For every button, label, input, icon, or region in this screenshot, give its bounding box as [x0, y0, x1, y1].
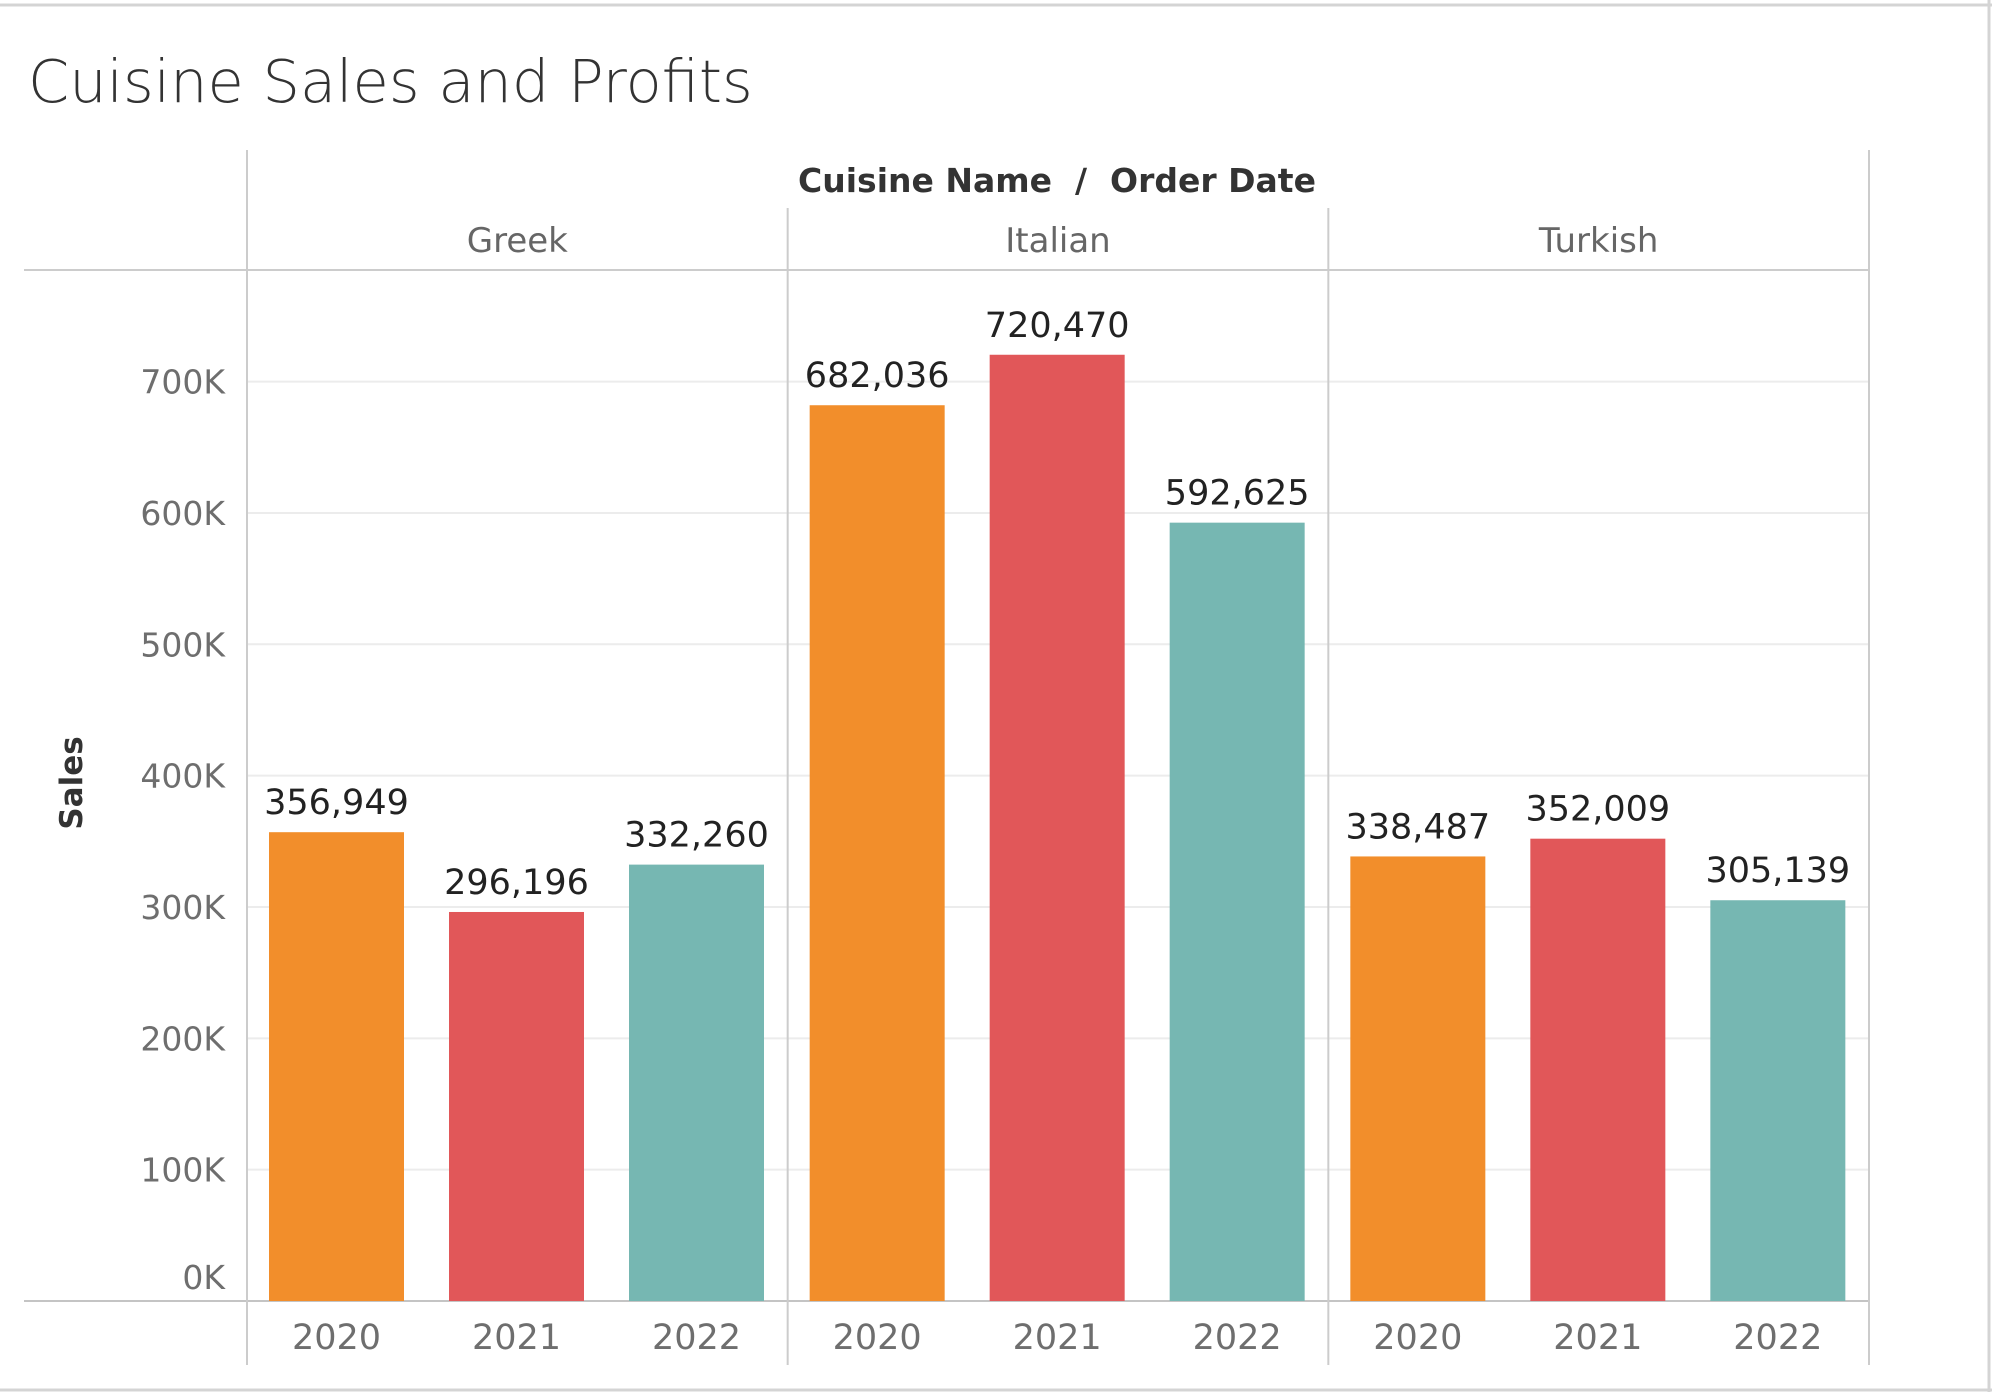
x-tick-label: 2022 — [1733, 1318, 1822, 1358]
bar-italian-2021[interactable] — [989, 354, 1125, 1301]
pane-italian: Italian 682,036 2020 720,470 2021 592,625 2022 — [805, 221, 1310, 1358]
data-label: 296,196 — [444, 863, 589, 903]
data-label: 720,470 — [985, 306, 1130, 346]
pane-greek: Greek 356,949 2020 296,196 2021 332,260 2022 — [264, 221, 769, 1358]
pane-label: Italian — [1005, 221, 1110, 261]
x-tick-label: 2021 — [472, 1318, 561, 1358]
bar-turkish-2022[interactable] — [1710, 900, 1846, 1301]
pane-label: Greek — [467, 221, 568, 261]
x-tick-label: 2020 — [1373, 1318, 1462, 1358]
y-tick-label: 100K — [140, 1151, 226, 1190]
y-tick-label: 500K — [140, 625, 226, 664]
y-axis: 0K 100K 200K 300K 400K 500K 600K 700K — [140, 363, 226, 1297]
bar-turkish-2021[interactable] — [1530, 838, 1666, 1301]
y-tick-label: 600K — [140, 494, 226, 533]
y-tick-label: 300K — [140, 888, 226, 927]
data-label: 352,009 — [1525, 790, 1670, 830]
data-label: 305,139 — [1705, 851, 1850, 891]
x-tick-label: 2020 — [292, 1318, 381, 1358]
x-tick-label: 2021 — [1553, 1318, 1642, 1358]
y-tick-label: 200K — [140, 1019, 226, 1058]
column-header-title: Cuisine Name / Order Date — [798, 161, 1316, 200]
y-axis-label: Sales — [54, 736, 90, 829]
bar-italian-2022[interactable] — [1169, 522, 1305, 1301]
bar-italian-2020[interactable] — [809, 405, 945, 1301]
chart-title: Cuisine Sales and Profits — [28, 47, 753, 116]
x-tick-label: 2022 — [1193, 1318, 1282, 1358]
x-tick-label: 2020 — [833, 1318, 922, 1358]
data-label: 332,260 — [624, 816, 769, 856]
pane-label: Turkish — [1538, 221, 1659, 261]
x-tick-label: 2021 — [1013, 1318, 1102, 1358]
data-label: 356,949 — [264, 783, 409, 823]
y-tick-label: 700K — [140, 363, 226, 402]
panes: Greek356,9492020296,1962021332,2602022It… — [264, 221, 1850, 1358]
y-tick-label: 0K — [182, 1258, 226, 1297]
pane-turkish: Turkish 338,487 2020 352,009 2021 305,139 2022 — [1345, 221, 1850, 1358]
bar-greek-2022[interactable] — [629, 864, 764, 1301]
data-label: 338,487 — [1345, 807, 1490, 847]
x-tick-label: 2022 — [652, 1318, 741, 1358]
data-label: 592,625 — [1165, 474, 1310, 514]
bar-greek-2021[interactable] — [449, 911, 584, 1301]
y-tick-label: 400K — [140, 757, 226, 796]
bar-greek-2020[interactable] — [269, 832, 404, 1301]
bar-turkish-2020[interactable] — [1350, 856, 1486, 1301]
data-label: 682,036 — [805, 356, 950, 396]
